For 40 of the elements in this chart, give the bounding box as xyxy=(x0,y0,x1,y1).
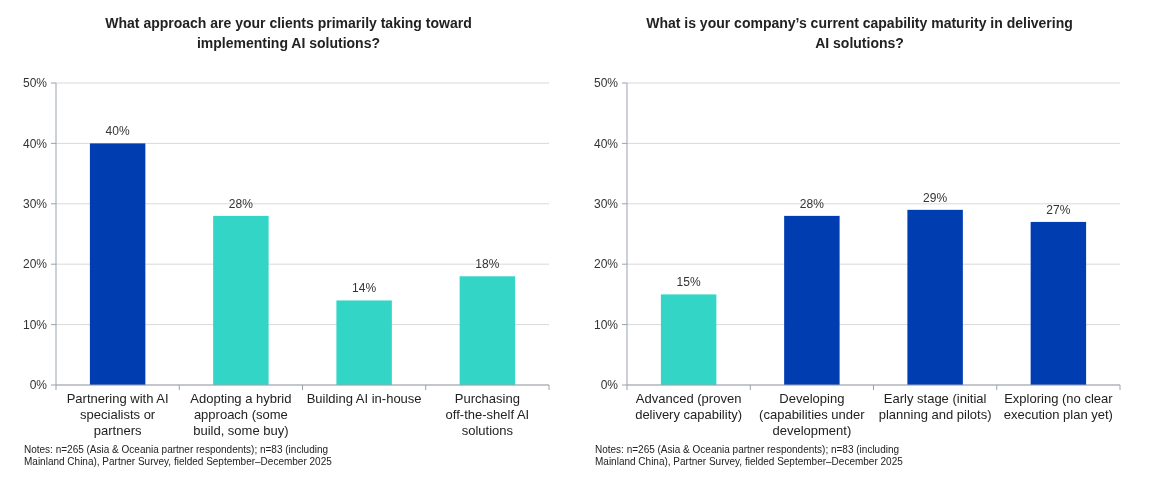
x-tick-label: Adopting a hybrid approach (some build, some buy) xyxy=(190,391,292,438)
bar xyxy=(784,215,840,385)
chart-title: What is your company’s current capability maturity in delivering AI solutions? xyxy=(646,15,1073,51)
x-tick-label: Purchasing off-the-shelf AI solutions xyxy=(445,391,530,438)
text: Notes: n=265 (Asia & Oceania partner respondents); n=83 (including Mainland China), Partner Survey, fielded September–December 2025 xyxy=(24,444,333,467)
y-tick-label: 40% xyxy=(22,136,48,151)
x-tick-label: Advanced (proven delivery capability) xyxy=(635,391,743,422)
x-tick-label: Building AI in-house xyxy=(306,391,422,406)
x-tick-label: Exploring (no clear execution plan yet) xyxy=(1003,391,1114,422)
data-label: 29% xyxy=(923,190,948,205)
bar xyxy=(907,209,963,385)
text: Notes: n=265 (Asia & Oceania partner respondents); n=83 (including Mainland China), Partner Survey, fielded September–December 2025 xyxy=(595,444,904,467)
y-tick-label: 30% xyxy=(22,197,48,211)
x-tick-label: Developing (capabilities under development) xyxy=(759,391,866,438)
x-tick-label: Early stage (initial planning and pilots) xyxy=(878,391,992,422)
y-tick-label: 10% xyxy=(593,317,619,332)
y-tick-label: 50% xyxy=(593,76,619,91)
data-label: 15% xyxy=(676,275,701,290)
chart-title: What approach are your clients primarily taking toward implementing AI solutions? xyxy=(105,15,472,51)
x-tick-label: Partnering with AI specialists or partners xyxy=(66,391,169,438)
data-label: 40% xyxy=(105,124,130,139)
bar xyxy=(1030,221,1087,385)
y-tick-label: 20% xyxy=(593,257,619,272)
bar xyxy=(89,143,146,385)
data-label: 28% xyxy=(228,196,254,211)
data-label: 18% xyxy=(475,257,500,272)
bar xyxy=(660,294,717,385)
y-tick-label: 50% xyxy=(22,76,48,91)
data-label: 28% xyxy=(799,196,825,211)
y-tick-label: 0% xyxy=(600,378,619,393)
y-tick-label: 40% xyxy=(593,136,619,151)
bar xyxy=(213,215,269,385)
data-label: 14% xyxy=(352,281,377,296)
bar xyxy=(336,300,392,385)
y-tick-label: 0% xyxy=(29,378,48,393)
y-tick-label: 30% xyxy=(593,197,619,211)
y-tick-label: 10% xyxy=(22,317,48,332)
y-tick-label: 20% xyxy=(22,257,48,272)
bar xyxy=(459,276,516,385)
data-label: 27% xyxy=(1046,202,1071,217)
